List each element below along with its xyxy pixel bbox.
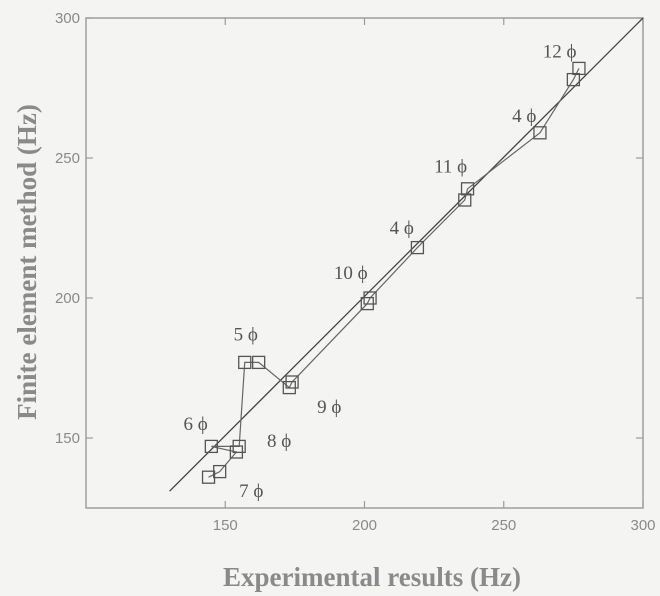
mode-label: 4 ϕ (390, 218, 414, 239)
y-tick-label: 150 (55, 430, 80, 447)
y-tick-label: 200 (55, 290, 80, 307)
data-point-square (285, 375, 299, 389)
data-point-square (363, 291, 377, 305)
mode-label: 6 ϕ (183, 414, 207, 435)
data-point-square (458, 193, 472, 207)
mode-label: 7 ϕ (239, 481, 263, 502)
mode-labels: 6 ϕ 7 ϕ 8 ϕ 5 ϕ 9 ϕ 10 ϕ 4 ϕ 11 ϕ 4 ϕ 12 ϕ (183, 42, 576, 503)
y-tick-label: 250 (55, 150, 80, 167)
data-point-square (232, 439, 246, 454)
x-tick-label: 300 (630, 517, 655, 534)
mode-label: 4 ϕ (512, 106, 536, 127)
data-point-square (572, 61, 586, 76)
x-axis-ticks: 150 200 250 300 (213, 18, 656, 534)
reference-line (169, 17, 644, 492)
mode-label: 10 ϕ (334, 263, 368, 284)
mode-label: 11 ϕ (434, 156, 467, 177)
mode-label: 12 ϕ (543, 42, 577, 63)
x-tick-label: 200 (352, 517, 377, 534)
series-polyline (208, 68, 580, 478)
x-tick-label: 150 (213, 517, 238, 534)
data-point-square (252, 355, 266, 370)
data-point-square (533, 126, 547, 140)
data-point-square (460, 182, 475, 196)
data-point-square (204, 439, 218, 454)
x-axis-title: Experimental results (Hz) (223, 562, 521, 592)
mode-label: 8 ϕ (267, 431, 291, 452)
data-points (201, 61, 586, 484)
y-axis-title: Finite element method (Hz) (12, 104, 42, 420)
data-point-square (410, 240, 425, 255)
series-lines (169, 17, 644, 492)
data-point-square (213, 464, 227, 479)
x-tick-label: 250 (491, 517, 516, 534)
y-axis-ticks: 150 200 250 300 (55, 10, 643, 447)
mode-label: 9 ϕ (317, 397, 341, 418)
mode-label: 5 ϕ (234, 324, 258, 345)
data-point-square (238, 355, 252, 370)
y-tick-label: 300 (55, 10, 80, 27)
